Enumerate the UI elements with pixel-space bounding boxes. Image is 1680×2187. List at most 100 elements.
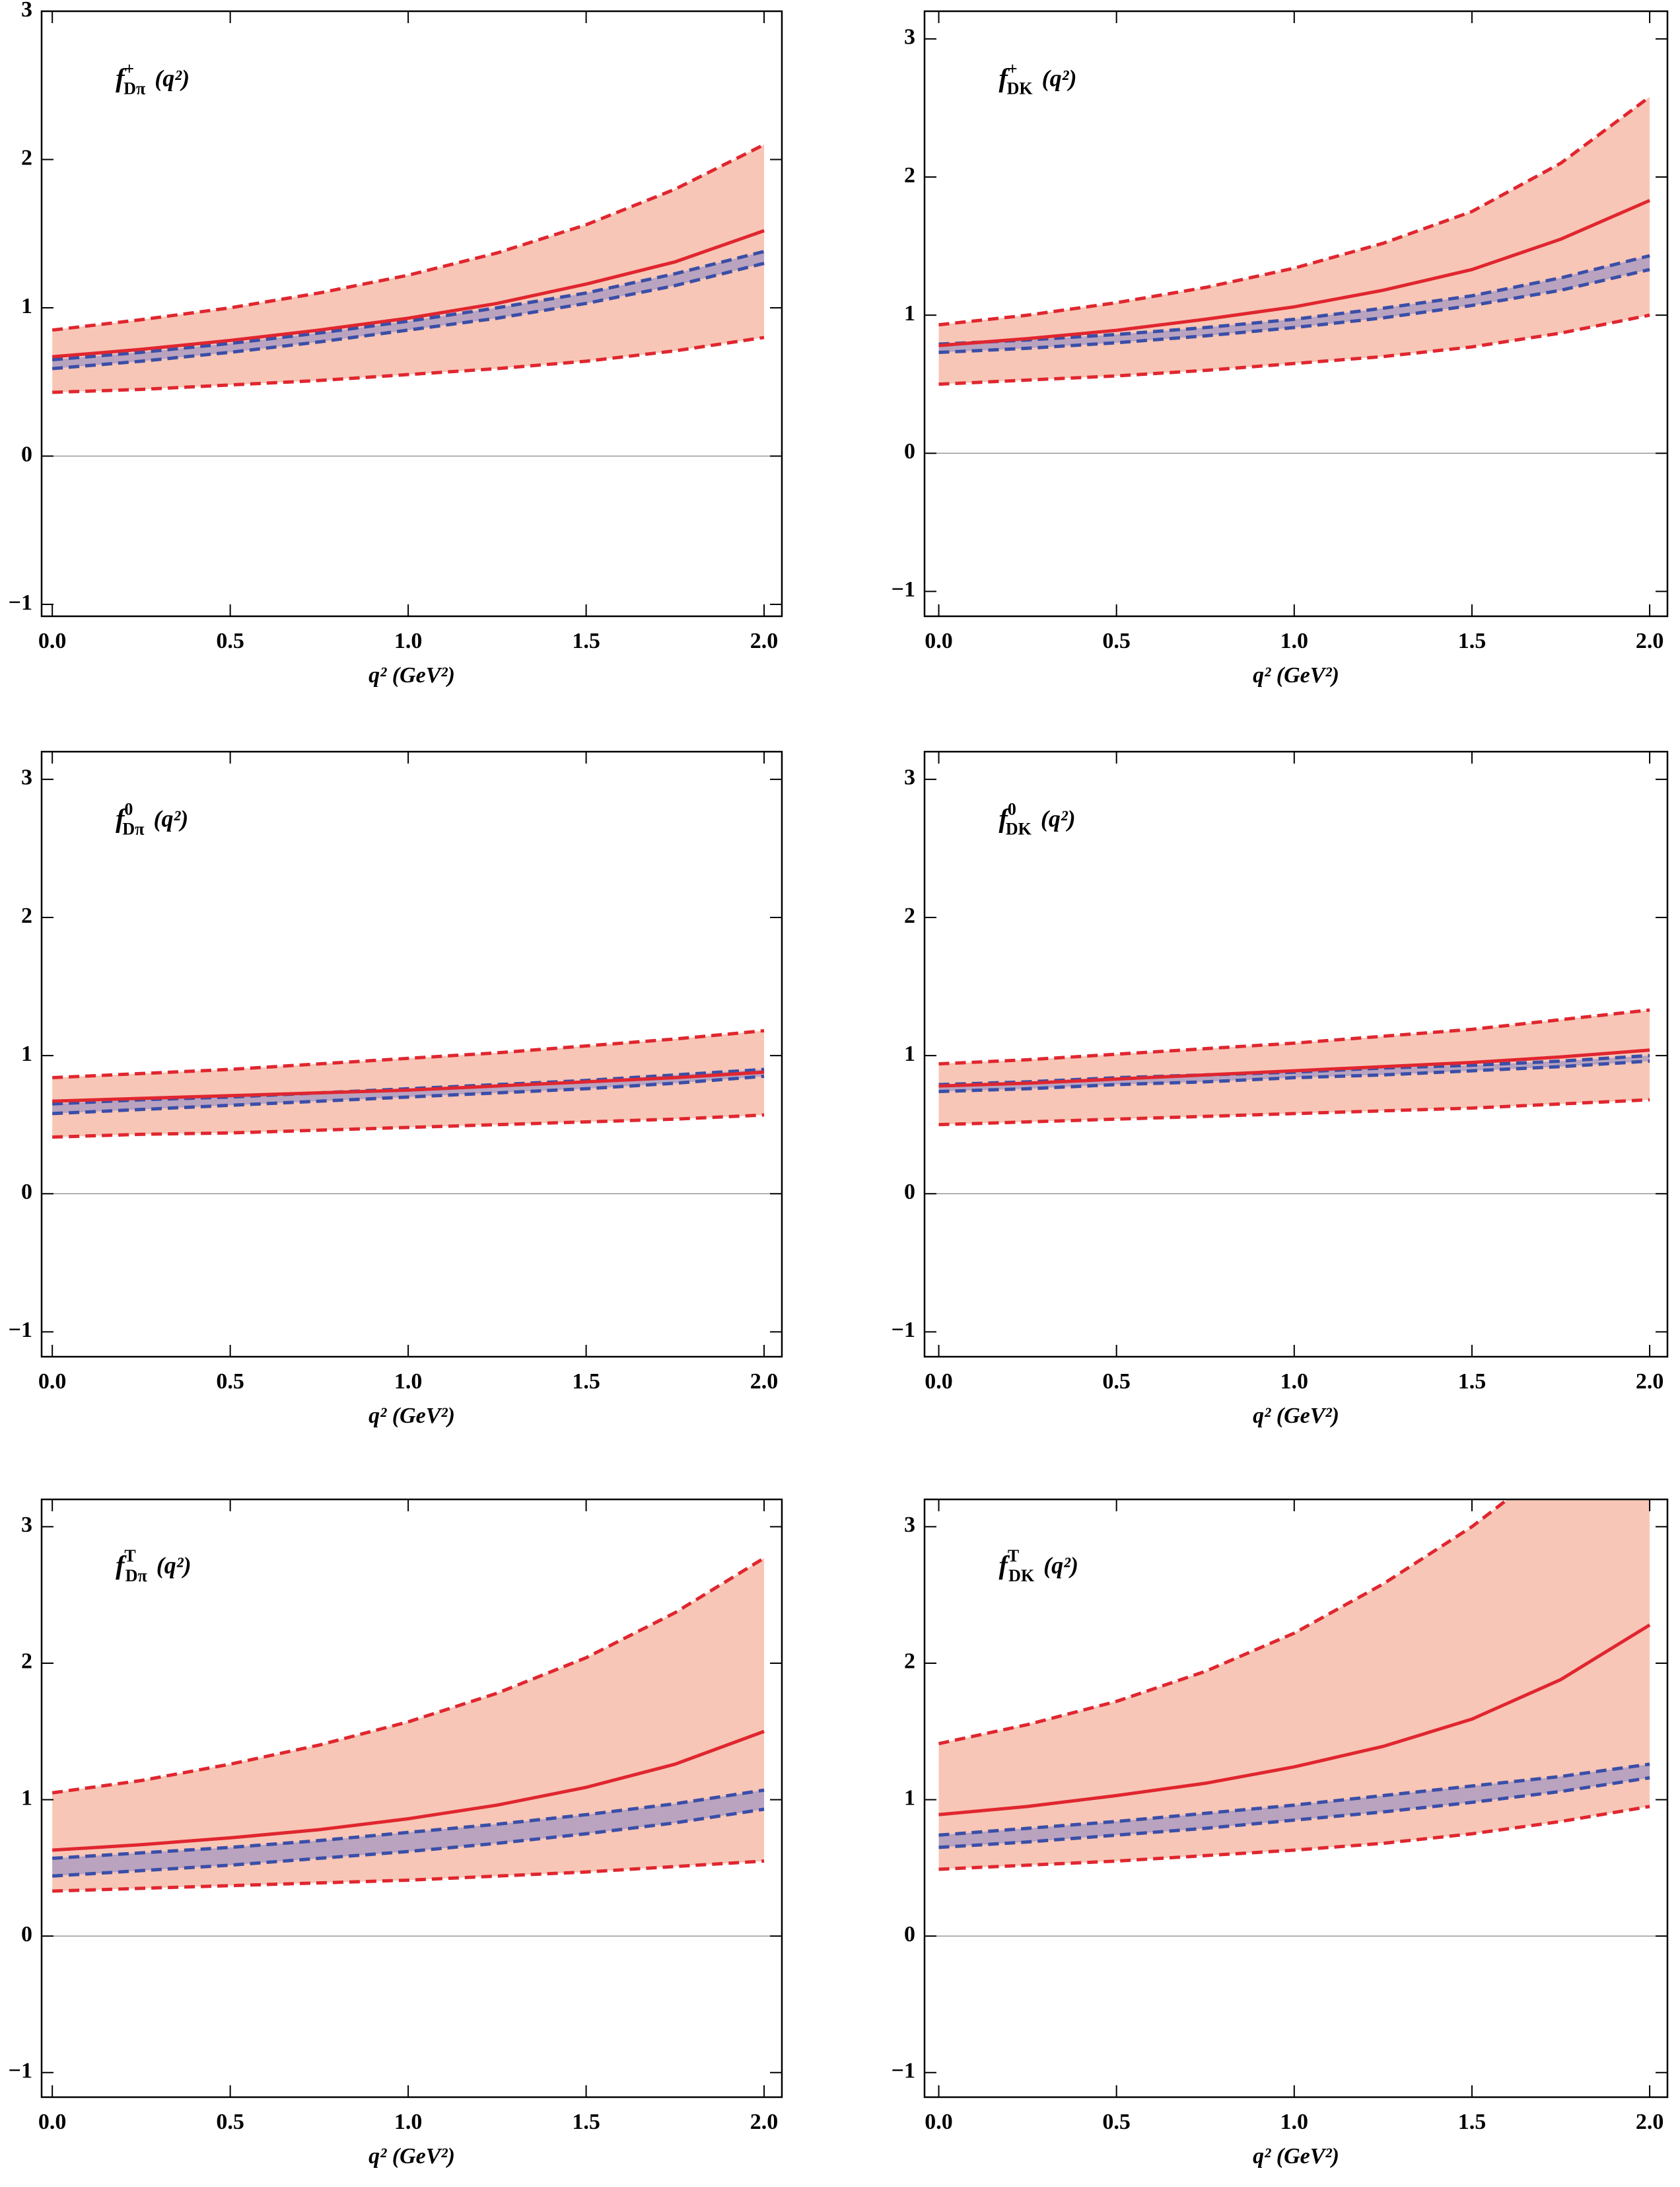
- x-tick-label: 0.5: [1102, 2110, 1131, 2134]
- dashed-line: [52, 1788, 765, 1860]
- plot-area: [925, 95, 1667, 454]
- x-axis-label: q² (GeV²): [368, 1404, 455, 1428]
- x-tick-label: 1.0: [1280, 2110, 1309, 2134]
- panel: −1 0 1 2 3 0.0 0.5 1.0 1.5 2.0 q² (GeV²) fT DK (q²): [892, 1498, 1669, 2169]
- band: [938, 1010, 1650, 1125]
- x-tick-label: 2.0: [1636, 629, 1664, 653]
- y-tick-label: 3: [904, 25, 915, 50]
- x-tick-label: 1.5: [1458, 629, 1487, 653]
- dashed-line: [52, 143, 765, 332]
- frame: [40, 750, 783, 1358]
- y-tick-label: 1: [21, 1042, 32, 1066]
- y-tick-label: 2: [21, 904, 32, 928]
- dashed-line: [938, 1008, 1650, 1066]
- y-tick-label: 1: [21, 1785, 32, 1810]
- label-f: f: [999, 1550, 1010, 1580]
- label-f: f: [999, 63, 1010, 93]
- dashed-line: [938, 254, 1650, 346]
- x-tick-label: 2.0: [1636, 1369, 1664, 1394]
- x-tick-label: 1.5: [572, 1369, 600, 1394]
- y-tick-label: 1: [904, 1785, 915, 1810]
- y-tick-label: −1: [892, 1318, 915, 1342]
- x-tick-label: 0.5: [216, 1369, 244, 1394]
- label-f: f: [116, 804, 127, 834]
- dashed-line: [52, 1074, 765, 1116]
- panel-label: fT DK (q²): [999, 1546, 1078, 1585]
- dashed-line: [938, 313, 1650, 386]
- x-tick-label: 0.0: [925, 1369, 953, 1394]
- panel: −1 0 1 2 3 0.0 0.5 1.0 1.5 2.0 q² (GeV²) fT Dπ (q²): [9, 1498, 783, 2169]
- x-tick-label: 0.0: [925, 629, 953, 653]
- y-tick-label: −1: [9, 591, 32, 615]
- label-sup: 0: [124, 799, 133, 818]
- x-axis-label: q² (GeV²): [1253, 2144, 1339, 2169]
- label-arg: (q²): [1041, 806, 1076, 832]
- x-axis-label: q² (GeV²): [1253, 1404, 1339, 1428]
- central-line: [52, 229, 765, 359]
- y-tick-label: 2: [21, 1649, 32, 1674]
- panel: −1 0 1 2 3 0.0 0.5 1.0 1.5 2.0 q² (GeV²) f+ Dπ (q²): [9, 0, 783, 688]
- y-tick-label: 1: [21, 294, 32, 318]
- panel-label: fT Dπ (q²): [116, 1546, 191, 1585]
- y-tick-label: 2: [904, 163, 915, 188]
- y-tick-label: 0: [904, 439, 915, 464]
- label-sup: T: [124, 1546, 135, 1565]
- x-axis-label: q² (GeV²): [1253, 663, 1339, 688]
- label-sub: Dπ: [122, 819, 144, 838]
- x-tick-label: 1.0: [394, 2110, 423, 2134]
- panel-label: f0 DK (q²): [999, 799, 1076, 838]
- label-sub: Dπ: [123, 79, 145, 98]
- y-tick-label: 0: [21, 1922, 32, 1947]
- y-tick-label: −1: [9, 1318, 32, 1342]
- label-arg: (q²): [1042, 65, 1077, 92]
- label-sub: Dπ: [125, 1566, 147, 1585]
- label-sup: T: [1008, 1546, 1019, 1565]
- y-tick-label: 1: [904, 301, 915, 326]
- label-arg: (q²): [155, 65, 190, 92]
- panel-label: f0 Dπ (q²): [116, 799, 188, 838]
- central-line: [938, 199, 1651, 347]
- band: [938, 1499, 1650, 1869]
- x-tick-label: 1.5: [572, 629, 600, 653]
- x-tick-label: 1.0: [394, 629, 423, 653]
- label-arg: (q²): [157, 1552, 192, 1579]
- x-tick-label: 0.0: [38, 629, 67, 653]
- y-tick-label: 2: [904, 1649, 915, 1674]
- band: [52, 1030, 765, 1137]
- x-axis-label: q² (GeV²): [368, 663, 455, 688]
- dashed-line: [52, 1807, 765, 1878]
- dashed-line: [52, 262, 765, 371]
- y-tick-label: 3: [904, 1513, 915, 1537]
- dashed-line: [938, 1499, 1510, 1746]
- band: [52, 1558, 765, 1892]
- y-tick-label: 0: [21, 442, 32, 466]
- x-tick-label: 2.0: [750, 1369, 779, 1394]
- y-tick-label: −1: [9, 2059, 32, 2083]
- label-sup: +: [1008, 59, 1018, 78]
- y-tick-label: 3: [21, 766, 32, 790]
- label-sub: DK: [1006, 819, 1032, 838]
- x-axis-label: q² (GeV²): [368, 2144, 455, 2169]
- dashed-line: [52, 1113, 765, 1139]
- x-tick-label: 2.0: [750, 629, 779, 653]
- x-tick-label: 1.5: [1458, 1369, 1487, 1394]
- dashed-line: [938, 1059, 1650, 1093]
- x-tick-label: 1.0: [394, 1369, 423, 1394]
- dashed-line: [52, 1028, 765, 1080]
- x-tick-label: 0.0: [38, 2110, 67, 2134]
- dashed-line: [938, 1776, 1650, 1849]
- y-tick-label: 3: [21, 1513, 32, 1537]
- x-tick-label: 0.0: [925, 2110, 953, 2134]
- label-sup: +: [124, 59, 134, 78]
- frame: [923, 1498, 1669, 2098]
- panel-label: f+ Dπ (q²): [116, 59, 190, 98]
- band: [938, 256, 1650, 353]
- central-line: [52, 1070, 765, 1103]
- x-tick-label: 0.5: [216, 2110, 244, 2134]
- x-tick-label: 1.5: [1458, 2110, 1487, 2134]
- dashed-line: [52, 336, 765, 394]
- y-tick-label: 3: [904, 766, 915, 790]
